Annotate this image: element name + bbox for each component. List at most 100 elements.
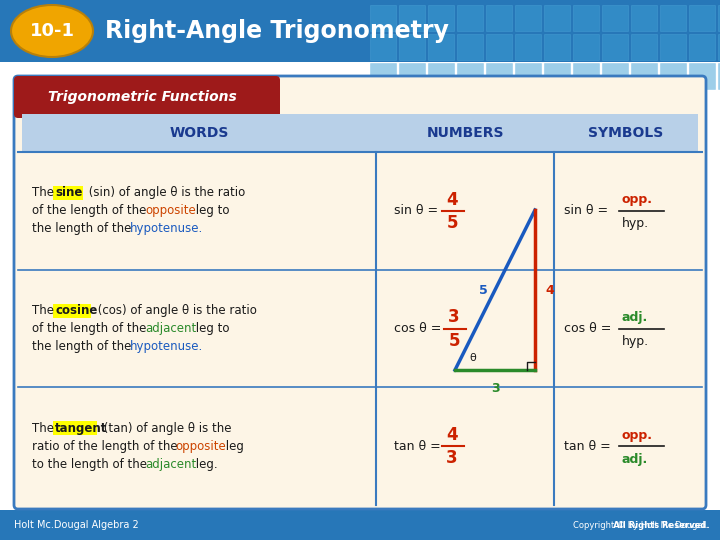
- Bar: [486, 34, 512, 60]
- Text: 4: 4: [446, 426, 458, 444]
- Text: 3: 3: [491, 381, 499, 395]
- Text: opposite: opposite: [145, 204, 196, 217]
- Bar: [602, 34, 628, 60]
- Text: (sin) of angle θ is the ratio: (sin) of angle θ is the ratio: [85, 186, 246, 199]
- Bar: [457, 63, 483, 89]
- Text: Copyright © by Holt Mc Dougal.: Copyright © by Holt Mc Dougal.: [573, 521, 710, 530]
- Text: leg to: leg to: [192, 322, 230, 335]
- Bar: [515, 5, 541, 31]
- FancyBboxPatch shape: [14, 76, 706, 509]
- Text: (tan) of angle θ is the: (tan) of angle θ is the: [100, 422, 232, 435]
- Text: the length of the: the length of the: [32, 340, 135, 353]
- Text: Right-Angle Trigonometry: Right-Angle Trigonometry: [105, 19, 449, 43]
- Bar: [486, 5, 512, 31]
- FancyBboxPatch shape: [14, 76, 280, 118]
- Text: Trigonometric Functions: Trigonometric Functions: [48, 90, 236, 104]
- Bar: [602, 63, 628, 89]
- Text: leg to: leg to: [192, 204, 230, 217]
- Bar: [457, 5, 483, 31]
- Bar: [428, 5, 454, 31]
- Bar: [660, 34, 686, 60]
- Bar: [399, 34, 425, 60]
- Text: The: The: [32, 422, 58, 435]
- Text: 5: 5: [479, 284, 487, 296]
- Bar: [573, 63, 599, 89]
- Text: cosine: cosine: [55, 304, 97, 317]
- Bar: [660, 5, 686, 31]
- Text: All Rights Reserved.: All Rights Reserved.: [573, 521, 710, 530]
- Bar: [457, 34, 483, 60]
- Text: The: The: [32, 304, 58, 317]
- Text: (cos) of angle θ is the ratio: (cos) of angle θ is the ratio: [94, 304, 257, 317]
- Bar: [718, 5, 720, 31]
- Text: adj.: adj.: [622, 311, 648, 324]
- Text: ratio of the length of the: ratio of the length of the: [32, 440, 181, 453]
- Text: 5: 5: [446, 214, 458, 232]
- Bar: [689, 34, 715, 60]
- Bar: [428, 34, 454, 60]
- Bar: [376, 114, 554, 152]
- Text: hypotenuse.: hypotenuse.: [130, 340, 203, 353]
- Text: hypotenuse.: hypotenuse.: [130, 222, 203, 235]
- Bar: [544, 34, 570, 60]
- Text: of the length of the: of the length of the: [32, 204, 150, 217]
- Ellipse shape: [11, 5, 93, 57]
- Text: adjacent: adjacent: [145, 458, 197, 471]
- Text: NUMBERS: NUMBERS: [426, 126, 504, 140]
- Text: SYMBOLS: SYMBOLS: [588, 126, 664, 140]
- Text: 3: 3: [446, 449, 458, 467]
- Bar: [544, 5, 570, 31]
- Bar: [399, 63, 425, 89]
- Text: 5: 5: [449, 332, 460, 349]
- Text: θ: θ: [469, 353, 477, 363]
- Bar: [660, 63, 686, 89]
- Bar: [718, 63, 720, 89]
- Text: leg: leg: [222, 440, 244, 453]
- Text: opp.: opp.: [622, 429, 653, 442]
- Bar: [370, 63, 396, 89]
- Text: sin θ =: sin θ =: [394, 204, 442, 217]
- Bar: [573, 5, 599, 31]
- Text: 4: 4: [545, 284, 554, 296]
- Bar: [515, 63, 541, 89]
- Text: opp.: opp.: [622, 193, 653, 206]
- Bar: [399, 5, 425, 31]
- Text: of the length of the: of the length of the: [32, 322, 150, 335]
- Bar: [544, 63, 570, 89]
- Bar: [573, 34, 599, 60]
- Bar: [53, 303, 91, 318]
- Text: WORDS: WORDS: [169, 126, 229, 140]
- Bar: [689, 63, 715, 89]
- Bar: [718, 34, 720, 60]
- Text: sin θ =: sin θ =: [564, 204, 612, 217]
- Bar: [22, 114, 376, 152]
- Text: leg.: leg.: [192, 458, 217, 471]
- Text: opposite: opposite: [175, 440, 226, 453]
- Bar: [486, 63, 512, 89]
- Bar: [53, 186, 83, 200]
- Bar: [370, 34, 396, 60]
- Bar: [53, 421, 97, 435]
- Text: tangent: tangent: [55, 422, 107, 435]
- Bar: [515, 34, 541, 60]
- Text: tan θ =: tan θ =: [394, 440, 445, 453]
- Bar: [602, 5, 628, 31]
- Bar: [554, 114, 698, 152]
- Text: hyp.: hyp.: [622, 217, 649, 231]
- Text: hyp.: hyp.: [622, 335, 649, 348]
- Text: The: The: [32, 186, 58, 199]
- Text: to the length of the: to the length of the: [32, 458, 150, 471]
- Bar: [0, 510, 720, 540]
- Bar: [689, 5, 715, 31]
- Bar: [631, 5, 657, 31]
- Bar: [631, 63, 657, 89]
- Bar: [0, 0, 720, 62]
- Text: cos θ =: cos θ =: [394, 322, 446, 335]
- Text: tan θ =: tan θ =: [564, 440, 615, 453]
- Bar: [370, 5, 396, 31]
- Bar: [428, 63, 454, 89]
- Text: the length of the: the length of the: [32, 222, 135, 235]
- Text: Holt Mc.Dougal Algebra 2: Holt Mc.Dougal Algebra 2: [14, 520, 139, 530]
- Bar: [18, 97, 276, 114]
- Text: cos θ =: cos θ =: [564, 322, 616, 335]
